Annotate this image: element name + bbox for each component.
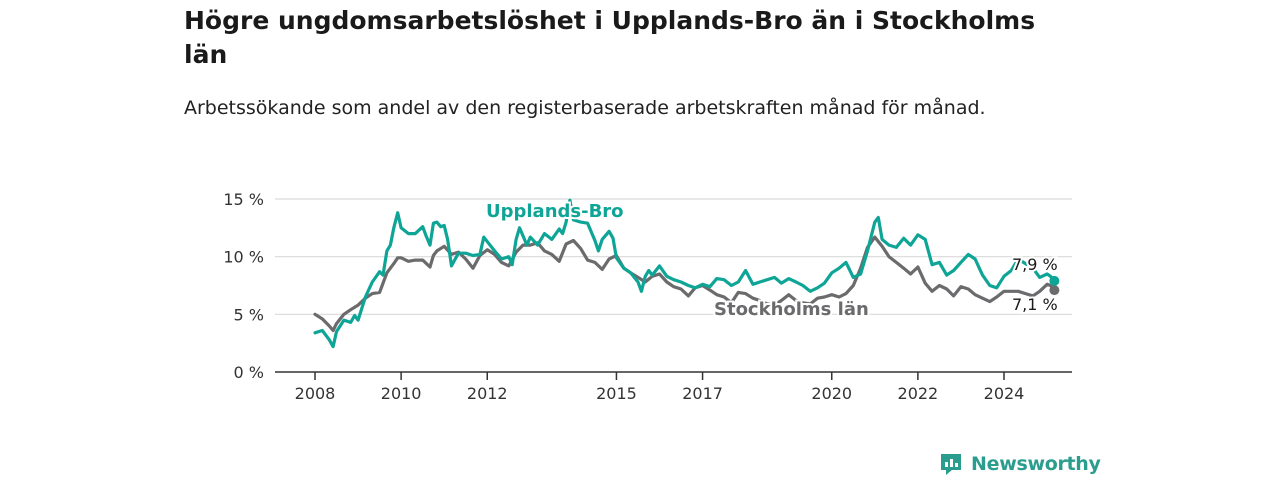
x-tick-label: 2020	[811, 384, 852, 403]
chart-title: Högre ungdomsarbetslöshet i Upplands-Bro…	[184, 6, 1036, 69]
x-axis: 2008 2010 2012 2015 2017 2020 2022 2024	[275, 371, 1072, 403]
newsworthy-logo: Newsworthy	[938, 449, 1101, 479]
upplands-bro-label: Upplands-Bro	[486, 201, 624, 222]
upplands-bro-end-value: 7,9 %	[1012, 255, 1058, 274]
y-axis-tick-labels: 0 % 5 % 10 % 15 %	[223, 190, 264, 382]
x-tick-label: 2012	[467, 384, 508, 403]
y-gridlines	[275, 198, 1072, 315]
stockholms-lan-end-point	[1049, 285, 1060, 296]
bar-chart-icon	[941, 454, 961, 475]
y-tick-label: 5 %	[234, 305, 264, 324]
x-tick-label: 2015	[596, 384, 637, 403]
brand-name: Newsworthy	[971, 453, 1101, 475]
line-chart: 0 %5 %10 %15 % 2008 2010 2012 2015 2017 2020 2…	[223, 190, 1072, 403]
upplands-bro-line	[313, 198, 1056, 349]
y-tick-label: 15 %	[223, 190, 264, 209]
y-tick-label: 0 %	[234, 363, 264, 382]
x-tick-label: 2022	[898, 384, 939, 403]
series-lines	[313, 198, 1060, 349]
upplands-bro-end-point	[1049, 275, 1060, 286]
x-tick-label: 2010	[381, 384, 422, 403]
series-labels: Upplands-Bro Stockholms län 7,9 % 7,1 %	[484, 199, 1060, 322]
y-tick-label: 10 %	[223, 248, 264, 267]
x-tick-label: 2008	[295, 384, 336, 403]
stockholms-lan-label: Stockholms län	[714, 299, 869, 320]
chart-subtitle: Arbetssökande som andel av den registerb…	[184, 97, 986, 119]
x-tick-label: 2017	[682, 384, 723, 403]
x-tick-label: 2024	[984, 384, 1025, 403]
stockholms-lan-line	[313, 235, 1056, 333]
stockholms-lan-end-value: 7,1 %	[1012, 295, 1058, 314]
